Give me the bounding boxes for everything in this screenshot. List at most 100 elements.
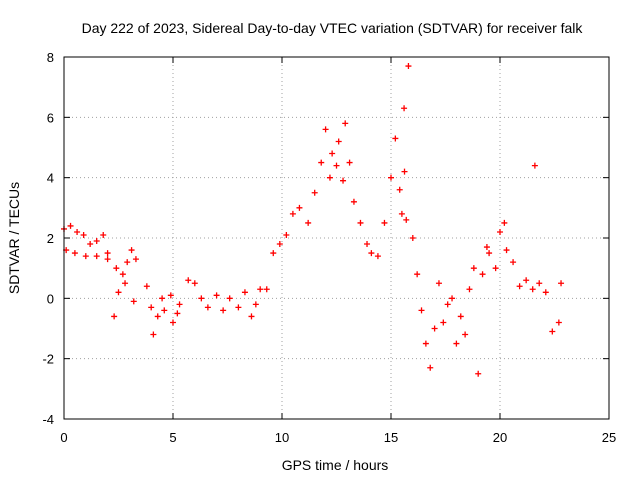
data-point bbox=[470, 265, 477, 272]
data-point bbox=[531, 162, 538, 169]
x-axis-label: GPS time / hours bbox=[282, 457, 389, 473]
data-point bbox=[257, 286, 264, 293]
data-point bbox=[422, 340, 429, 347]
data-point bbox=[346, 159, 353, 166]
data-point bbox=[220, 307, 227, 314]
data-point bbox=[398, 210, 405, 217]
data-point bbox=[276, 241, 283, 248]
data-point bbox=[100, 231, 107, 238]
data-point bbox=[67, 222, 74, 229]
x-tick-label: 10 bbox=[275, 430, 289, 445]
data-point bbox=[440, 319, 447, 326]
data-point bbox=[176, 301, 183, 308]
data-point bbox=[289, 210, 296, 217]
data-point bbox=[185, 277, 192, 284]
data-point bbox=[333, 162, 340, 169]
data-point bbox=[148, 304, 155, 311]
x-tick-label: 25 bbox=[602, 430, 616, 445]
data-point bbox=[536, 280, 543, 287]
data-point bbox=[198, 295, 205, 302]
data-point bbox=[170, 319, 176, 326]
data-point bbox=[555, 319, 562, 326]
data-point bbox=[431, 325, 438, 332]
data-point bbox=[104, 256, 111, 263]
data-point bbox=[516, 283, 523, 290]
data-point bbox=[401, 168, 408, 175]
data-points bbox=[61, 63, 565, 377]
x-tick-label: 0 bbox=[60, 430, 67, 445]
x-tick-label: 5 bbox=[169, 430, 176, 445]
data-point bbox=[235, 304, 242, 311]
data-point bbox=[150, 331, 157, 338]
data-point bbox=[322, 126, 329, 133]
data-point bbox=[364, 241, 371, 248]
data-point bbox=[143, 283, 150, 290]
data-point bbox=[128, 247, 135, 254]
axis-ticks: 0 5 10 15 20 25 -4 -2 0 2 4 6 8 bbox=[42, 50, 616, 445]
data-point bbox=[87, 241, 94, 248]
data-point bbox=[115, 289, 122, 296]
data-point bbox=[462, 331, 469, 338]
x-tick-label: 15 bbox=[384, 430, 398, 445]
data-point bbox=[119, 271, 126, 278]
data-point bbox=[374, 253, 381, 260]
data-point bbox=[104, 250, 111, 257]
data-point bbox=[305, 219, 312, 226]
data-point bbox=[449, 295, 456, 302]
data-point bbox=[270, 250, 277, 257]
data-point bbox=[501, 219, 508, 226]
data-point bbox=[340, 177, 347, 184]
data-point bbox=[558, 280, 565, 287]
data-point bbox=[263, 286, 270, 293]
data-point bbox=[93, 238, 100, 245]
y-tick-label: -4 bbox=[42, 412, 54, 427]
data-point bbox=[503, 247, 510, 254]
data-point bbox=[74, 228, 81, 235]
data-point bbox=[418, 307, 425, 314]
data-point bbox=[161, 307, 168, 314]
data-point bbox=[475, 370, 482, 377]
data-point bbox=[154, 313, 161, 320]
data-point bbox=[381, 219, 388, 226]
data-point bbox=[226, 295, 233, 302]
y-axis-label: SDTVAR / TECUs bbox=[6, 182, 22, 294]
data-point bbox=[318, 159, 325, 166]
data-point bbox=[283, 231, 290, 238]
data-point bbox=[167, 292, 174, 299]
data-point bbox=[497, 228, 503, 235]
data-point bbox=[444, 301, 451, 308]
data-point bbox=[113, 265, 120, 272]
y-tick-label: 6 bbox=[47, 110, 54, 125]
data-point bbox=[111, 313, 118, 320]
data-point bbox=[549, 328, 556, 335]
data-point bbox=[122, 280, 129, 287]
data-point bbox=[542, 289, 549, 296]
data-point bbox=[435, 280, 442, 287]
data-point bbox=[296, 204, 303, 211]
data-point bbox=[342, 120, 349, 127]
data-point bbox=[368, 250, 375, 257]
data-point bbox=[405, 63, 412, 70]
data-point bbox=[132, 256, 139, 263]
data-point bbox=[529, 286, 536, 293]
y-tick-label: 4 bbox=[47, 171, 54, 186]
data-point bbox=[483, 244, 490, 251]
data-point bbox=[453, 340, 460, 347]
data-point bbox=[401, 105, 408, 112]
data-point bbox=[403, 216, 410, 223]
data-point bbox=[311, 189, 318, 196]
data-point bbox=[492, 265, 499, 272]
data-point bbox=[191, 280, 198, 287]
data-point bbox=[93, 253, 100, 260]
data-point bbox=[409, 235, 416, 241]
data-point bbox=[204, 304, 211, 311]
data-point bbox=[357, 219, 364, 226]
chart-title: Day 222 of 2023, Sidereal Day-to-day VTE… bbox=[82, 20, 584, 36]
data-point bbox=[466, 286, 473, 293]
data-point bbox=[335, 138, 342, 145]
data-point bbox=[130, 298, 137, 305]
y-tick-label: 8 bbox=[47, 50, 54, 65]
data-point bbox=[252, 301, 259, 308]
grid bbox=[64, 57, 609, 419]
